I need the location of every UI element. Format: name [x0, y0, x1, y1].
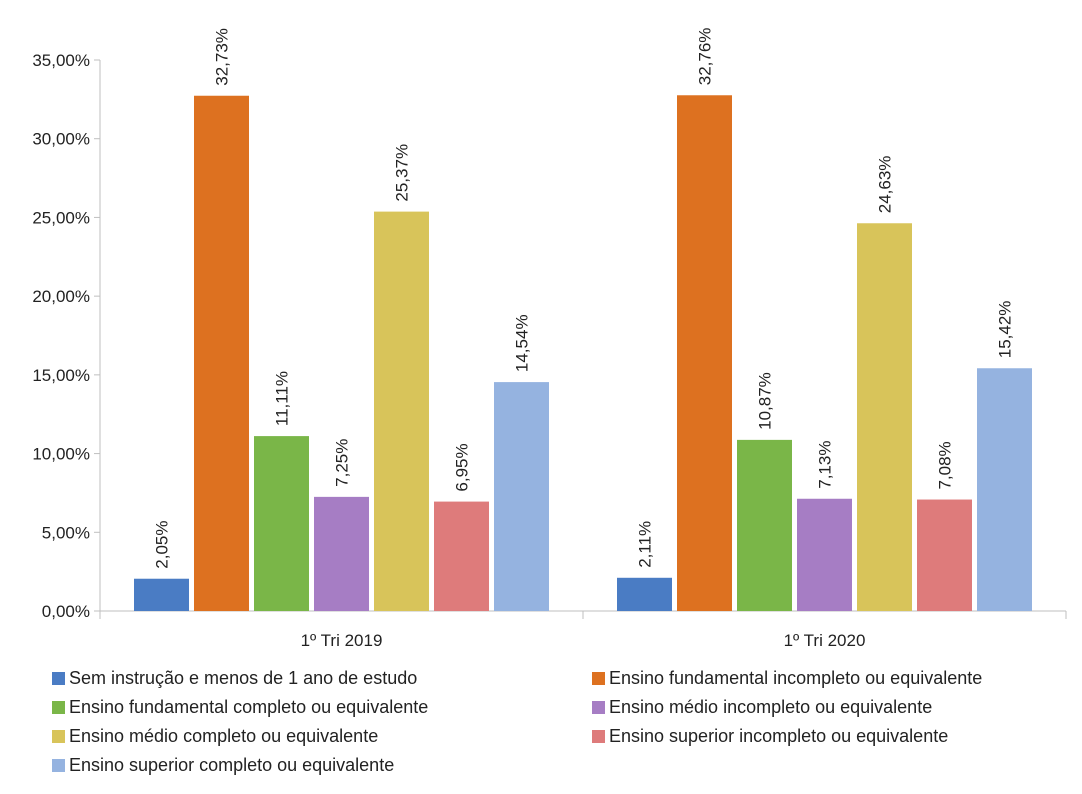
legend-label: Sem instrução e menos de 1 ano de estudo — [69, 668, 418, 688]
bar — [434, 501, 489, 611]
bar-chart: 0,00% 5,00% 10,00% 15,00% 20,00% 25,00% 30,00%… — [32, 28, 1067, 650]
legend-swatch — [52, 672, 65, 685]
data-label: 15,42% — [996, 301, 1015, 359]
data-label: 32,73% — [213, 28, 232, 86]
y-tick-label: 20,00% — [32, 287, 90, 306]
legend-label: Ensino médio completo ou equivalente — [69, 726, 379, 746]
data-label: 24,63% — [876, 156, 895, 214]
bar — [617, 577, 672, 611]
data-label: 2,05% — [153, 521, 172, 569]
data-label: 6,95% — [453, 443, 472, 491]
bar — [494, 382, 549, 611]
data-label: 10,87% — [756, 372, 775, 430]
data-label: 2,11% — [636, 521, 655, 568]
bar — [737, 439, 792, 611]
data-label: 7,08% — [936, 441, 955, 489]
x-tick-label: 1º Tri 2019 — [301, 631, 383, 650]
data-label: 25,37% — [393, 144, 412, 202]
legend-label: Ensino médio incompleto ou equivalente — [609, 697, 933, 717]
data-label: 32,76% — [696, 28, 715, 86]
legend-label: Ensino superior completo ou equivalente — [69, 755, 395, 775]
legend-swatch — [592, 701, 605, 714]
data-label: 7,13% — [816, 441, 835, 489]
legend-label: Ensino superior incompleto ou equivalent… — [609, 726, 949, 746]
y-tick-label: 30,00% — [32, 130, 90, 149]
y-tick-label: 5,00% — [42, 523, 90, 542]
bar — [977, 368, 1032, 611]
bar — [917, 499, 972, 611]
legend-item: Ensino médio completo ou equivalente — [52, 726, 378, 747]
legend-item: Ensino superior completo ou equivalente — [52, 755, 394, 776]
y-tick-label: 10,00% — [32, 445, 90, 464]
bar — [677, 95, 732, 612]
legend-swatch — [52, 759, 65, 772]
bar — [134, 578, 189, 611]
legend-label: Ensino fundamental incompleto ou equival… — [609, 668, 983, 688]
y-tick-label: 35,00% — [32, 51, 90, 70]
bar — [374, 211, 429, 612]
legend-item: Sem instrução e menos de 1 ano de estudo — [52, 668, 417, 689]
data-label: 7,25% — [333, 439, 352, 487]
legend-swatch — [592, 672, 605, 685]
bar — [857, 223, 912, 612]
y-tick-label: 0,00% — [42, 602, 90, 621]
y-tick-label: 25,00% — [32, 208, 90, 227]
bar — [797, 498, 852, 611]
x-tick-label: 1º Tri 2020 — [784, 631, 866, 650]
legend-item: Ensino superior incompleto ou equivalent… — [592, 726, 948, 747]
legend-item: Ensino fundamental incompleto ou equival… — [592, 668, 982, 689]
data-label: 11,11% — [273, 371, 292, 426]
bar — [314, 496, 369, 611]
bar — [194, 95, 249, 612]
legend-swatch — [52, 730, 65, 743]
bar — [254, 436, 309, 611]
legend-item: Ensino fundamental completo ou equivalen… — [52, 697, 428, 718]
legend-swatch — [592, 730, 605, 743]
legend-swatch — [52, 701, 65, 714]
y-tick-label: 15,00% — [32, 366, 90, 385]
data-label: 14,54% — [513, 314, 532, 372]
legend-label: Ensino fundamental completo ou equivalen… — [69, 697, 429, 717]
legend-item: Ensino médio incompleto ou equivalente — [592, 697, 932, 718]
